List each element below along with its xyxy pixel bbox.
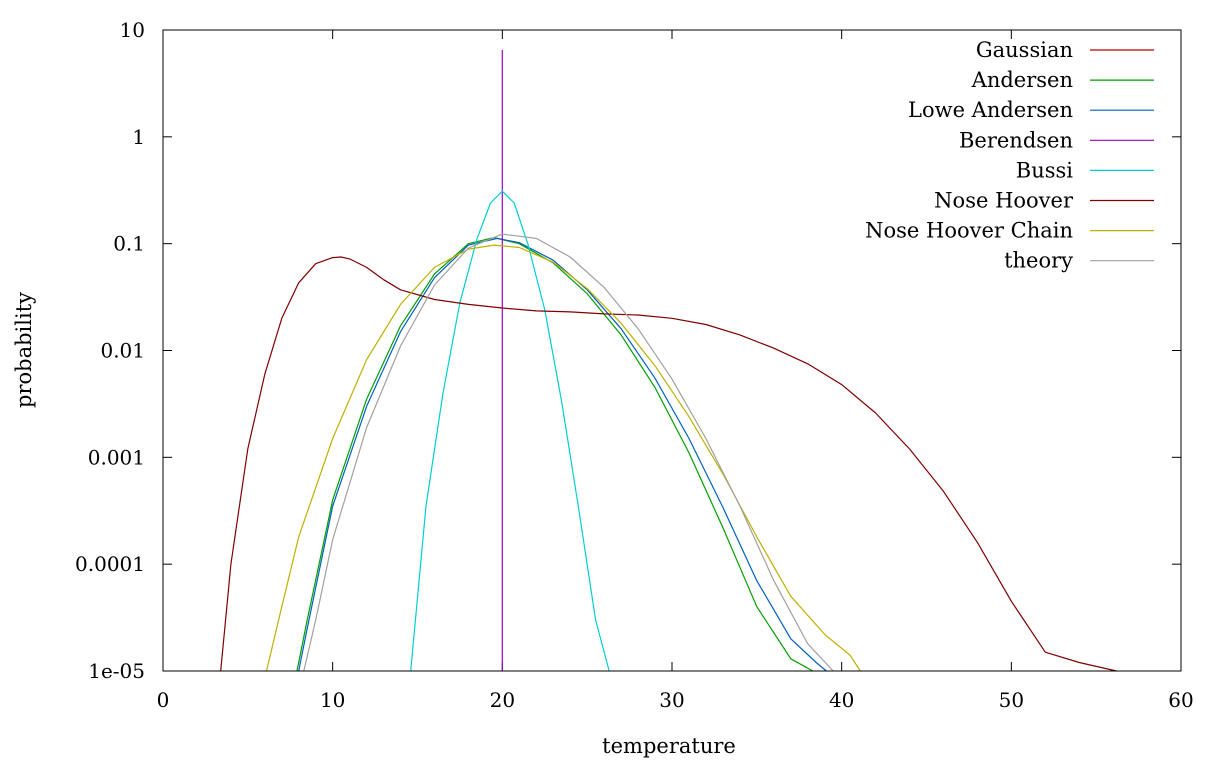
y-tick-label: 0.1 (113, 232, 145, 256)
series-line-nose-hoover (220, 256, 1117, 672)
legend-item: Nose Hoover Chain (865, 219, 1154, 243)
series-line-theory (303, 233, 834, 672)
series-line-lowe-andersen (298, 237, 827, 672)
legend-item: Lowe Andersen (908, 98, 1154, 122)
x-tick-label: 20 (490, 688, 515, 712)
legend-item: Gaussian (976, 38, 1154, 62)
axis-ticks: 0 10 20 30 40 50 60 1e-05 0.0001 0.001 0.01 0.1 1 10 (75, 18, 1194, 712)
x-tick-label: 30 (659, 688, 684, 712)
legend-label: Berendsen (959, 128, 1073, 152)
legend-item: Andersen (971, 68, 1154, 92)
y-tick-label: 0.0001 (75, 552, 145, 576)
legend-item: Nose Hoover (934, 189, 1154, 213)
legend-label: Andersen (971, 68, 1073, 92)
x-tick-label: 10 (320, 688, 345, 712)
legend-label: Nose Hoover (934, 189, 1074, 213)
y-tick-label: 1 (132, 125, 145, 149)
x-tick-label: 60 (1168, 688, 1193, 712)
legend-item: Bussi (1016, 158, 1154, 182)
legend-item: theory (1004, 249, 1154, 273)
legend-label: Lowe Andersen (908, 98, 1073, 122)
legend-label: Nose Hoover Chain (865, 219, 1073, 243)
legend: Gaussian Andersen Lowe Andersen Berendsen Bu… (865, 38, 1154, 273)
y-tick-label: 1e-05 (88, 659, 145, 683)
y-tick-label: 10 (120, 18, 145, 42)
series-line-bussi (410, 190, 610, 672)
x-tick-label: 40 (829, 688, 854, 712)
series-lines (220, 50, 1117, 672)
legend-label: theory (1004, 249, 1073, 273)
x-tick-label: 0 (157, 688, 170, 712)
y-tick-label: 0.01 (100, 339, 145, 363)
legend-item: Berendsen (959, 128, 1154, 152)
plot-frame (162, 29, 1182, 672)
legend-label: Bussi (1016, 158, 1074, 182)
legend-label: Gaussian (976, 38, 1073, 62)
series-line-andersen (296, 237, 814, 672)
x-tick-label: 50 (999, 688, 1024, 712)
y-tick-label: 0.001 (88, 445, 145, 469)
series-line-nose-hoover-chain (265, 244, 861, 672)
x-axis-label: temperature (602, 734, 736, 758)
y-axis-label: probability (12, 292, 36, 408)
